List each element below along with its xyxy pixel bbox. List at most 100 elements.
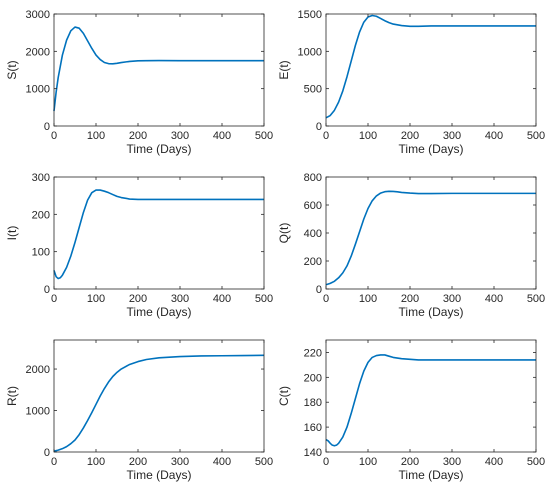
x-tick-label: 100 xyxy=(87,130,105,142)
x-tick-label: 100 xyxy=(359,130,377,142)
y-tick-label: 1000 xyxy=(26,406,50,418)
series-group xyxy=(53,26,264,112)
y-tick-label: 300 xyxy=(32,172,50,184)
x-tick-label: 100 xyxy=(359,293,377,305)
panel-s: 0 100 200 300 400 500 0 1000 2000 3000 Time (Days… xyxy=(5,9,273,156)
x-tick-label: 100 xyxy=(87,456,105,468)
series-group xyxy=(53,189,264,280)
panel-q: 0 100 200 300 400 500 0 200 400 600 800 Time (Days… xyxy=(277,172,545,319)
x-axis-label: Time (Days) xyxy=(127,142,192,156)
x-tick-label: 200 xyxy=(401,456,419,468)
y-axis-label: C(t) xyxy=(277,386,291,406)
y-tick-label: 140 xyxy=(304,447,322,459)
x-tick-label: 0 xyxy=(51,130,57,142)
y-tick-label: 200 xyxy=(32,209,50,221)
y-tick-label: 0 xyxy=(44,447,50,459)
x-axis-label: Time (Days) xyxy=(127,305,192,319)
tick-group: 0 100 200 300 400 500 0 200 400 600 800 xyxy=(304,172,546,305)
x-axis-label: Time (Days) xyxy=(399,142,464,156)
panel-i: 0 100 200 300 400 500 0 100 200 300 Time (Days) I… xyxy=(5,172,273,319)
tick-group: 0 100 200 300 400 500 0 1000 2000 xyxy=(26,340,273,468)
x-tick-label: 100 xyxy=(359,456,377,468)
x-tick-label: 100 xyxy=(87,293,105,305)
x-axis-label: Time (Days) xyxy=(399,468,464,482)
tick-group: 0 100 200 300 400 500 0 100 200 300 xyxy=(32,172,274,305)
series-line xyxy=(325,354,536,447)
x-tick-label: 0 xyxy=(323,130,329,142)
y-axis-label: R(t) xyxy=(5,386,19,406)
x-tick-label: 400 xyxy=(213,130,231,142)
x-tick-label: 0 xyxy=(323,456,329,468)
y-tick-label: 220 xyxy=(304,347,322,359)
y-axis-label: E(t) xyxy=(277,60,291,79)
y-tick-label: 0 xyxy=(316,121,322,133)
y-tick-label: 2000 xyxy=(26,364,50,376)
y-axis-label: I(t) xyxy=(5,226,19,241)
series-line xyxy=(325,14,536,119)
x-tick-label: 500 xyxy=(255,456,273,468)
series-group xyxy=(325,190,536,286)
x-tick-label: 200 xyxy=(401,293,419,305)
panel-e: 0 100 200 300 400 500 0 500 1000 1500 Time (Days)… xyxy=(277,9,545,156)
x-tick-label: 400 xyxy=(485,293,503,305)
panel-r: 0 100 200 300 400 500 0 1000 2000 Time (Days) R(… xyxy=(5,339,273,482)
x-tick-label: 500 xyxy=(255,293,273,305)
y-tick-label: 0 xyxy=(44,284,50,296)
x-tick-label: 300 xyxy=(171,456,189,468)
tick-group: 0 100 200 300 400 500 0 1000 2000 3000 xyxy=(26,9,274,142)
tick-group: 0 100 200 300 400 500 0 500 1000 1500 xyxy=(298,9,546,142)
x-tick-label: 200 xyxy=(401,130,419,142)
y-tick-label: 200 xyxy=(304,372,322,384)
y-tick-label: 1000 xyxy=(26,84,50,96)
x-tick-label: 300 xyxy=(171,293,189,305)
tick-group: 0 100 200 300 400 500 140 160 180 200 220 xyxy=(304,340,545,468)
x-axis-label: Time (Days) xyxy=(399,305,464,319)
series-group xyxy=(325,354,536,447)
x-tick-label: 200 xyxy=(129,456,147,468)
series-line xyxy=(53,26,264,112)
y-tick-label: 600 xyxy=(304,200,322,212)
y-tick-label: 1500 xyxy=(298,9,322,21)
y-tick-label: 1000 xyxy=(298,46,322,58)
x-tick-label: 400 xyxy=(213,293,231,305)
y-axis-label: Q(t) xyxy=(277,223,291,244)
y-tick-label: 100 xyxy=(32,247,50,259)
x-tick-label: 200 xyxy=(129,293,147,305)
series-line xyxy=(53,354,265,452)
x-tick-label: 0 xyxy=(51,293,57,305)
x-tick-label: 400 xyxy=(213,456,231,468)
y-tick-label: 160 xyxy=(304,422,322,434)
y-tick-label: 180 xyxy=(304,397,322,409)
x-tick-label: 300 xyxy=(171,130,189,142)
x-tick-label: 400 xyxy=(485,456,503,468)
x-axis-label: Time (Days) xyxy=(127,468,192,482)
panel-c: 0 100 200 300 400 500 140 160 180 200 220 Time (Da… xyxy=(277,339,545,482)
x-tick-label: 0 xyxy=(51,456,57,468)
y-tick-label: 0 xyxy=(316,284,322,296)
y-tick-label: 500 xyxy=(304,84,322,96)
x-tick-label: 500 xyxy=(527,456,545,468)
y-axis-label: S(t) xyxy=(5,60,19,79)
series-line xyxy=(53,189,264,280)
series-line xyxy=(325,190,536,286)
y-tick-label: 400 xyxy=(304,228,322,240)
series-group xyxy=(325,14,536,119)
axes-frame xyxy=(53,13,265,127)
x-tick-label: 0 xyxy=(323,293,329,305)
x-tick-label: 300 xyxy=(443,456,461,468)
y-tick-label: 800 xyxy=(304,172,322,184)
axes-frame xyxy=(325,339,537,453)
axes-frame xyxy=(53,176,265,290)
x-tick-label: 400 xyxy=(485,130,503,142)
x-tick-label: 500 xyxy=(527,293,545,305)
series-group xyxy=(53,354,265,452)
y-tick-label: 3000 xyxy=(26,9,50,21)
y-tick-label: 2000 xyxy=(26,46,50,58)
x-tick-label: 300 xyxy=(443,130,461,142)
axes-frame xyxy=(325,13,537,127)
y-tick-label: 0 xyxy=(44,121,50,133)
x-tick-label: 200 xyxy=(129,130,147,142)
x-tick-label: 500 xyxy=(255,130,273,142)
y-tick-label: 200 xyxy=(304,256,322,268)
